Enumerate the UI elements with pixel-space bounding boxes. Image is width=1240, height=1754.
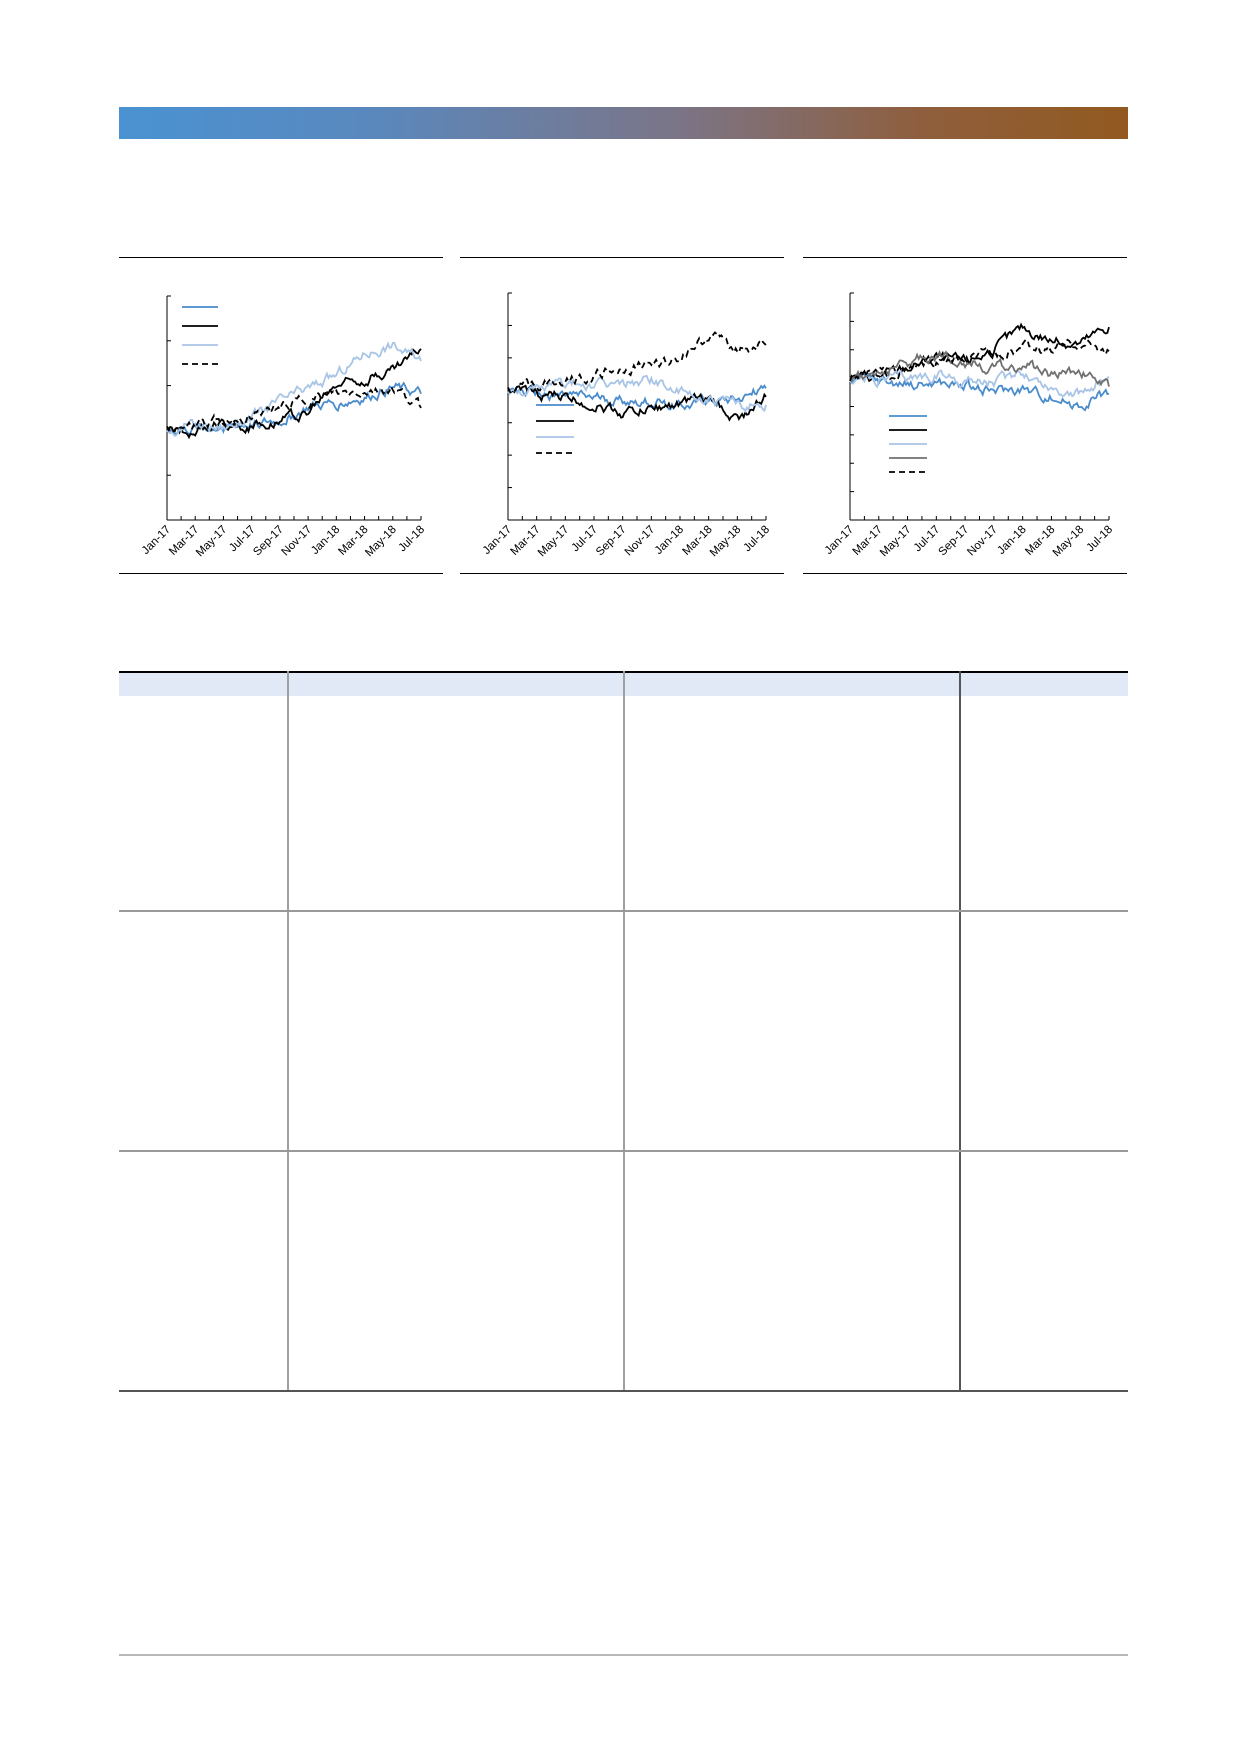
chart-panel-2: Jan-17 Mar-17 May-17 Jul-17 Sep-17 Nov-17 Jan-…	[460, 257, 784, 574]
x-tick-label: Jan-18	[995, 524, 1028, 557]
section-banner	[119, 107, 1128, 139]
table-row-divider-2	[119, 1150, 1128, 1152]
x-tick-label: May-17	[536, 524, 572, 560]
series-line-2	[507, 384, 767, 422]
series-line-2	[849, 322, 1110, 383]
table-row-divider-1	[119, 910, 1128, 912]
chart-panel-3: Jan-17 Mar-17 May-17 Jul-17 Sep-17 Nov-17 Jan-…	[803, 257, 1127, 574]
x-tick-label: May-18	[363, 524, 399, 560]
table-col-divider-2	[623, 671, 625, 1391]
chart-2: Jan-17Mar-17May-17Jul-17Sep-17Nov-17Jan-…	[481, 292, 772, 560]
x-tick-label: Jul-18	[1084, 524, 1115, 555]
summary-table	[119, 671, 1128, 1392]
x-tick-label: Jan-18	[309, 524, 342, 557]
series-line-3	[849, 369, 1110, 398]
x-tick-label: Sep-17	[251, 524, 286, 559]
table-col-divider-1	[287, 671, 289, 1391]
series-line-3	[507, 374, 767, 414]
x-tick-label: Sep-17	[594, 524, 629, 559]
x-tick-label: May-17	[194, 524, 230, 560]
x-tick-label: Sep-17	[937, 524, 972, 559]
table-bottom-rule	[119, 1390, 1128, 1392]
footer-rule	[119, 1654, 1128, 1656]
series-line-1	[849, 371, 1110, 412]
x-tick-label: May-17	[878, 524, 914, 560]
x-tick-label: Nov-17	[965, 524, 1000, 559]
x-tick-label: May-18	[1051, 524, 1087, 560]
chart-panel-1: Jan-17 Mar-17 May-17 Jul-17 Sep-17 Nov-17 Jan-…	[119, 257, 443, 574]
x-tick-label: Nov-17	[280, 524, 315, 559]
x-tick-label: Jan-17	[481, 524, 514, 557]
series-line-4	[849, 349, 1110, 387]
table-col-divider-3	[959, 671, 961, 1391]
x-tick-label: Jul-18	[396, 524, 427, 555]
series-line-4	[507, 331, 767, 395]
series-line-3	[166, 341, 422, 438]
x-tick-label: Nov-17	[623, 524, 658, 559]
x-tick-label: May-18	[708, 524, 744, 560]
x-tick-label: Jul-18	[741, 524, 772, 555]
x-tick-label: Jan-17	[140, 524, 173, 557]
series-line-5	[849, 338, 1110, 382]
chart-1: Jan-17Mar-17May-17Jul-17Sep-17Nov-17Jan-…	[140, 295, 427, 560]
x-tick-label: Jan-17	[823, 524, 856, 557]
x-tick-label: Jan-18	[653, 524, 686, 557]
chart-3: Jan-17Mar-17May-17Jul-17Sep-17Nov-17Jan-…	[823, 292, 1115, 560]
